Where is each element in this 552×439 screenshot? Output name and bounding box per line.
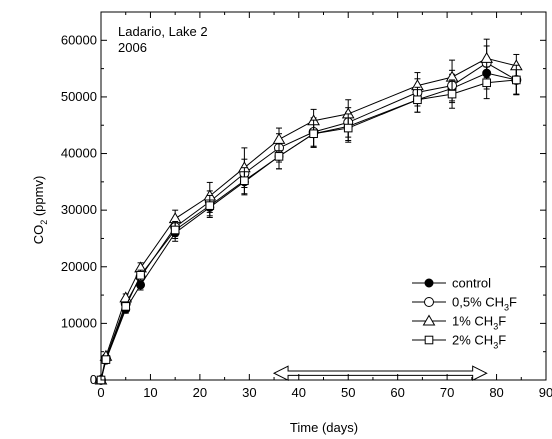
legend-item: 0,5% CH3F [412,295,517,313]
legend-label: 1% CH3F [452,314,506,332]
legend-label-tail: F [498,333,506,348]
x-tick-label: 90 [539,385,552,400]
plot-area [94,38,523,385]
y-axis-label-sub: 2 [39,220,49,225]
x-tick-label: 0 [97,385,104,400]
data-point [447,89,457,99]
series-line [100,57,517,381]
legend-label-text: 1% CH [452,314,493,329]
data-point [309,129,318,139]
data-point [482,78,491,88]
legend-item: 2% CH3F [412,333,506,351]
legend-label-tail: F [498,314,506,329]
data-point [413,95,422,105]
y-tick-label: 10000 [61,315,97,330]
x-tick-label: 40 [292,385,306,400]
legend-label-sub: 3 [493,322,498,332]
y-tick-label: 40000 [61,146,97,161]
y-tick-label: 60000 [61,32,97,47]
y-tick-label: 30000 [61,202,97,217]
y-tick-label: 20000 [61,259,97,274]
y-tick-label: 0 [90,372,97,387]
legend-marker [422,314,436,326]
x-axis-label: Time (days) [290,420,358,435]
y-axis-label: CO2 (ppmv) [31,176,49,245]
legend-label-sub: 3 [493,341,498,351]
legend-label: 2% CH3F [452,333,506,351]
period-arrow [272,365,488,382]
data-point [101,355,111,364]
legend-marker [424,278,434,288]
legend-label-text: 0,5% CH [452,295,504,310]
data-point [343,123,353,133]
legend-item: 1% CH3F [412,314,506,332]
series-line [100,79,517,381]
legend-label-text: control [452,276,491,291]
legend-item: control [412,276,491,291]
x-tick-label: 50 [341,385,355,400]
y-tick-label: 50000 [61,89,97,104]
data-point [512,75,521,85]
y-axis-label-unit: (ppmv) [31,176,46,220]
legend-marker [424,297,434,307]
data-point [170,225,180,235]
legend-label-sub: 3 [504,303,509,313]
legend-label-tail: F [509,295,517,310]
data-point [272,132,286,144]
data-point [480,51,494,63]
legend-label: control [452,276,491,291]
x-tick-label: 20 [193,385,207,400]
x-tick-label: 70 [440,385,454,400]
data-point [136,270,145,280]
year-annotation: 2006 [118,40,147,55]
site-annotation: Ladario, Lake 2 [118,24,208,39]
data-point [240,176,249,186]
data-point [205,201,215,210]
data-point [274,152,284,161]
x-tick-label: 80 [489,385,503,400]
x-tick-label: 60 [390,385,404,400]
legend-marker [424,335,434,345]
y-axis-label-main: CO [31,225,46,245]
axis-ticks: 0 10 20 30 40 50 60 70 80 90 0 10000 20000 30000 40000… [61,11,552,400]
x-tick-label: 30 [242,385,256,400]
legend-label: 0,5% CH3F [452,295,517,313]
data-point [121,302,131,311]
x-tick-label: 10 [143,385,157,400]
legend-label-text: 2% CH [452,333,493,348]
